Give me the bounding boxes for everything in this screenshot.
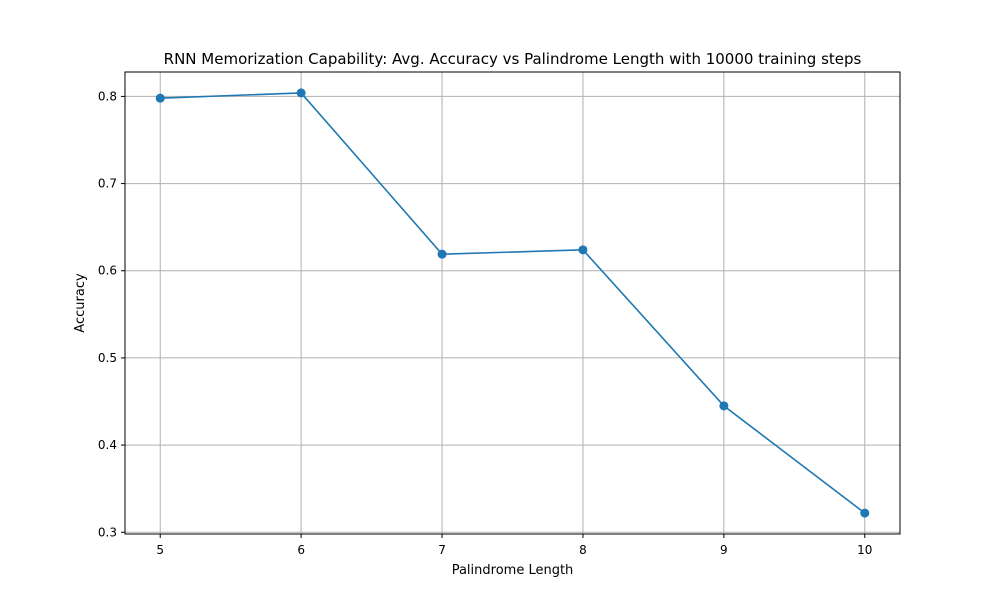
y-tick-label: 0.6	[98, 264, 117, 278]
series-line	[160, 92, 866, 514]
data-point	[155, 93, 165, 103]
x-tick-label: 10	[857, 543, 872, 557]
data-point	[860, 508, 870, 518]
x-tick-label: 5	[156, 543, 164, 557]
data-point	[296, 88, 306, 98]
axis-ticks: 5 6 7 8 9 10 0.3 0.4 0.5 0.6 0.7 0.8	[98, 89, 873, 557]
y-axis-label: Accuracy	[73, 273, 88, 333]
y-tick-label: 0.7	[98, 177, 117, 191]
data-point	[578, 245, 588, 255]
y-tick-label: 0.4	[98, 438, 117, 452]
data-point	[437, 249, 447, 259]
x-tick-label: 9	[720, 543, 728, 557]
y-tick-label: 0.3	[98, 525, 117, 539]
x-tick-label: 6	[297, 543, 305, 557]
y-tick-label: 0.8	[98, 89, 117, 103]
y-tick-label: 0.5	[98, 351, 117, 365]
data-point	[719, 401, 729, 411]
chart-title: RNN Memorization Capability: Avg. Accura…	[164, 50, 862, 68]
series-layer	[155, 88, 870, 518]
plot-frame	[124, 71, 901, 535]
grid-lines	[125, 72, 900, 534]
x-tick-label: 7	[438, 543, 446, 557]
x-tick-label: 8	[579, 543, 587, 557]
x-axis-label: Palindrome Length	[452, 563, 574, 578]
